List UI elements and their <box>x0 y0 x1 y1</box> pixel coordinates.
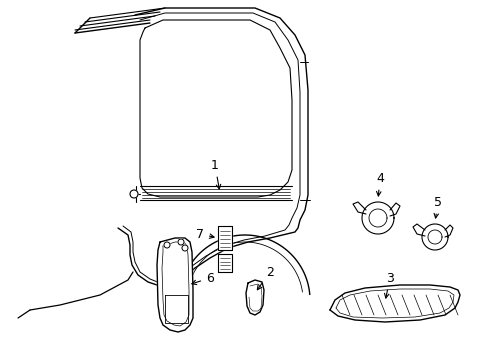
Polygon shape <box>218 226 231 250</box>
Polygon shape <box>140 20 291 197</box>
Circle shape <box>130 190 138 198</box>
Text: 7: 7 <box>196 228 214 240</box>
Text: 2: 2 <box>257 266 273 290</box>
Circle shape <box>182 245 187 251</box>
Text: 3: 3 <box>384 271 393 298</box>
Polygon shape <box>157 238 193 332</box>
Polygon shape <box>329 285 459 322</box>
Text: 6: 6 <box>191 271 214 284</box>
Circle shape <box>163 242 170 248</box>
Polygon shape <box>218 254 231 272</box>
Text: 5: 5 <box>433 195 441 218</box>
Circle shape <box>178 239 183 245</box>
Text: 1: 1 <box>211 158 220 189</box>
Polygon shape <box>245 280 264 315</box>
Text: 4: 4 <box>375 171 383 196</box>
